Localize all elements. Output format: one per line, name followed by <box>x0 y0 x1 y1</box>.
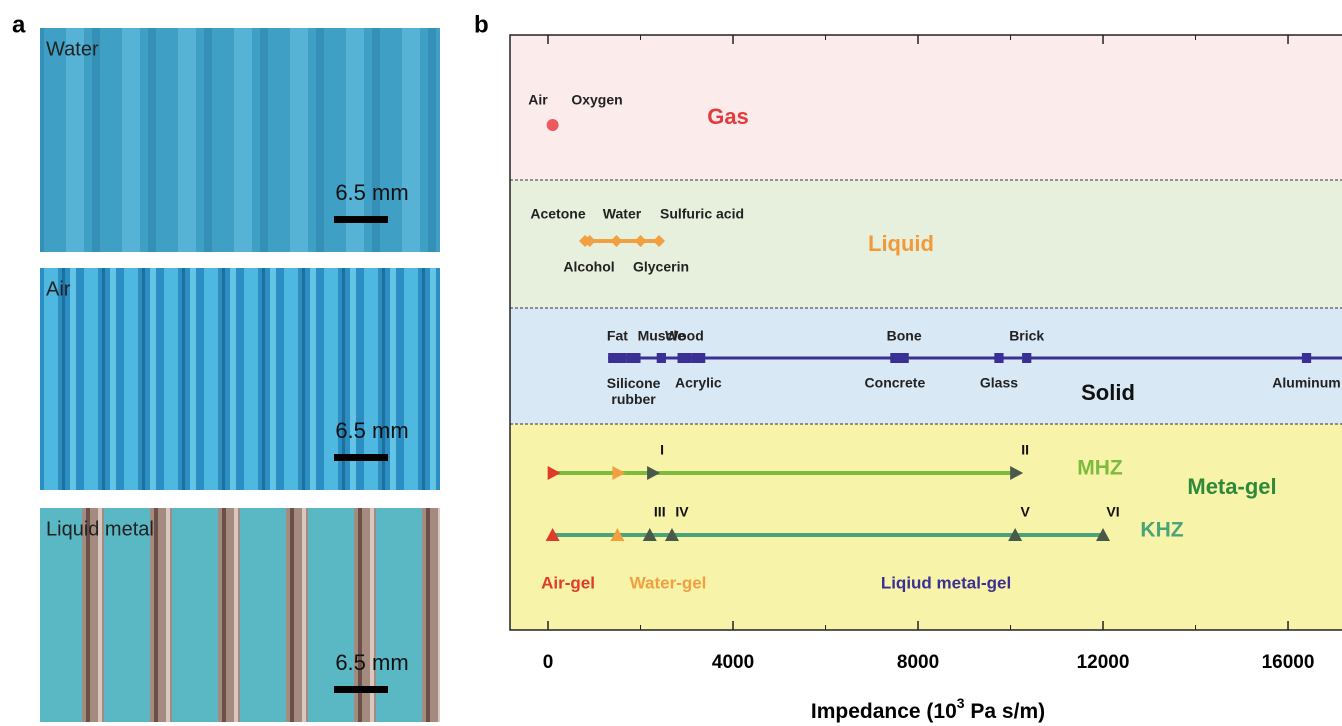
gel-label: Liqiud metal-gel <box>881 573 1011 592</box>
marker-label: I <box>660 442 664 458</box>
material-range <box>657 353 666 363</box>
material-label: Aluminum <box>1272 375 1340 391</box>
series-name: MHZ <box>1077 457 1123 480</box>
marker-label: II <box>1021 442 1029 458</box>
material-range <box>627 353 641 363</box>
marker-label: IV <box>675 504 689 520</box>
point-label: Sulfuric acid <box>660 206 744 222</box>
band-label: Liquid <box>868 231 934 256</box>
material-range <box>994 353 1003 363</box>
point-label: Glycerin <box>633 259 689 275</box>
photo-label: Air <box>46 278 71 300</box>
x-axis-label-part: Pa s/m) <box>965 700 1046 723</box>
scale-label: 6.5 mm <box>335 180 408 205</box>
material-label: Acrylic <box>675 375 722 391</box>
material-range <box>678 353 692 363</box>
gel-label: Air-gel <box>541 573 595 592</box>
material-label-line: rubber <box>611 391 656 407</box>
scale-label: 6.5 mm <box>335 650 408 675</box>
band <box>510 35 1342 180</box>
material-label: Glass <box>980 375 1018 391</box>
point-label: Oxygen <box>571 92 622 108</box>
scale-label: 6.5 mm <box>335 418 408 443</box>
x-axis-label: Impedance (103 Pa s/m) <box>811 695 1045 723</box>
material-label-line: Silicone <box>607 375 661 391</box>
material-label: Concrete <box>865 375 926 391</box>
scale-bar <box>334 454 388 461</box>
figure: a b Water 6.5 mm Air 6.5 mm Liquid metal 6.5 … <box>0 0 1342 726</box>
series-name: KHZ <box>1140 519 1183 542</box>
marker-label: VI <box>1106 504 1119 520</box>
material-label: Wood <box>665 328 704 344</box>
band-label: Solid <box>1081 380 1135 405</box>
gas-point <box>547 119 559 131</box>
band <box>510 424 1342 630</box>
band-label: Gas <box>707 104 749 129</box>
marker-label: V <box>1020 504 1030 520</box>
material-range <box>608 353 627 363</box>
x-tick-label: 16000 <box>1262 652 1315 673</box>
gel-label: Water-gel <box>630 573 707 592</box>
chart: Gas Liquid Solid Meta-gel 0 4000 8000 12000 1600… <box>510 35 1342 723</box>
panel-label: a <box>12 11 26 38</box>
material-range <box>890 353 899 363</box>
x-axis-label-part: 3 <box>957 695 965 711</box>
material-range <box>1302 353 1311 363</box>
material-range <box>900 353 909 363</box>
marker-label: III <box>654 504 666 520</box>
point-label: Alcohol <box>563 259 614 275</box>
scale-bar <box>334 686 388 693</box>
x-tick-label: 0 <box>543 652 554 673</box>
material-label: Bone <box>887 328 922 344</box>
photo-label: Liquid metal <box>46 518 154 540</box>
x-tick-label: 4000 <box>712 652 754 673</box>
point-label: Acetone <box>530 206 585 222</box>
scale-bar <box>334 216 388 223</box>
point-label: Air <box>528 92 548 108</box>
material-label: Brick <box>1009 328 1044 344</box>
band-label: Meta-gel <box>1187 474 1276 499</box>
material-label: Fat <box>607 328 628 344</box>
page: a b Water 6.5 mm Air 6.5 mm Liquid metal 6.5 … <box>0 0 1342 726</box>
photo-label: Water <box>46 38 99 60</box>
material-range <box>691 353 705 363</box>
x-axis-label-part: Impedance (10 <box>811 700 957 723</box>
x-tick-label: 12000 <box>1077 652 1130 673</box>
material-range <box>1022 353 1031 363</box>
panel-label: b <box>474 11 489 38</box>
point-label: Water <box>603 206 642 222</box>
x-tick-label: 8000 <box>897 652 939 673</box>
